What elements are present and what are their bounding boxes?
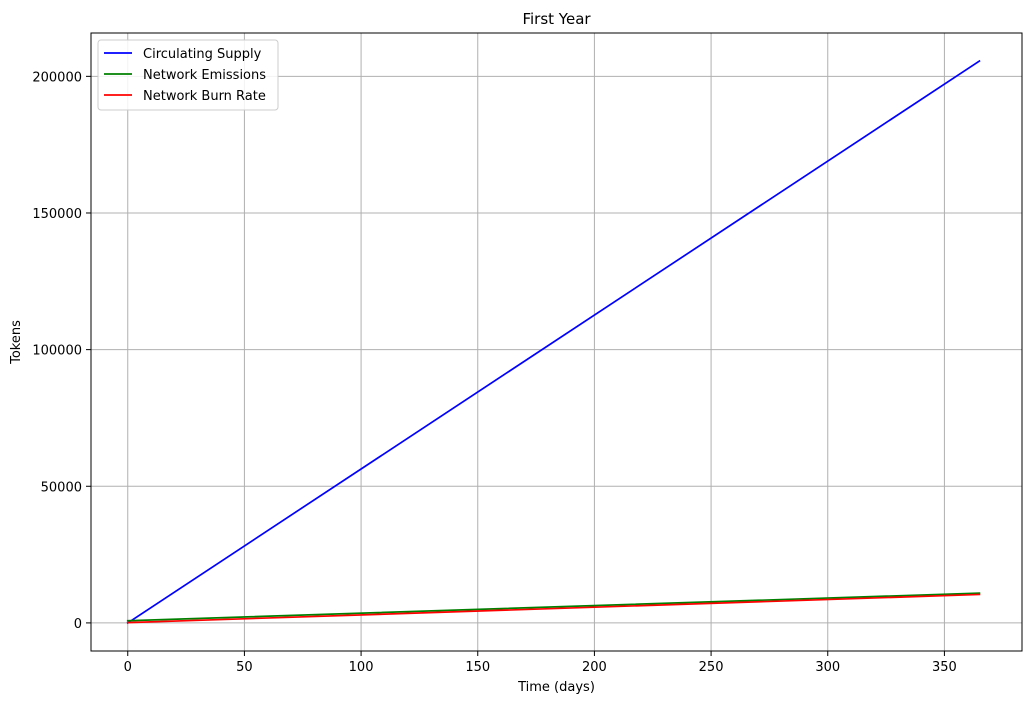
axis-ticks: 0 50 100 150 200 250 300 350 0 50000 100000 150000 2… (32, 70, 956, 675)
legend: Circulating Supply Network Emissions Netwo… (97, 39, 279, 111)
y-tick-label: 150000 (32, 207, 82, 222)
y-axis-title: Tokens (9, 320, 24, 365)
series-line-2 (126, 593, 981, 624)
y-tick-label: 100000 (32, 344, 82, 359)
x-tick-label: 100 (349, 660, 374, 675)
x-axis-title: Time (days) (517, 680, 595, 695)
x-tick-label: 350 (932, 660, 957, 675)
x-tick-label: 200 (582, 660, 607, 675)
y-tick-label: 50000 (41, 480, 82, 495)
series-line-0 (126, 59, 981, 625)
x-tick-label: 0 (124, 660, 132, 675)
plot-frame (90, 32, 1023, 652)
legend-label: Network Burn Rate (143, 89, 266, 104)
legend-box (97, 39, 279, 111)
series-lines (126, 59, 981, 625)
legend-label: Circulating Supply (143, 47, 262, 62)
series-line-1 (126, 592, 981, 622)
grid-lines (91, 33, 1022, 651)
x-tick-label: 300 (815, 660, 840, 675)
chart-title: First Year (522, 10, 591, 28)
x-tick-label: 250 (699, 660, 724, 675)
legend-label: Network Emissions (143, 68, 266, 83)
x-tick-label: 150 (465, 660, 490, 675)
y-tick-label: 0 (74, 617, 82, 632)
y-tick-label: 200000 (32, 70, 82, 85)
x-tick-label: 50 (236, 660, 253, 675)
